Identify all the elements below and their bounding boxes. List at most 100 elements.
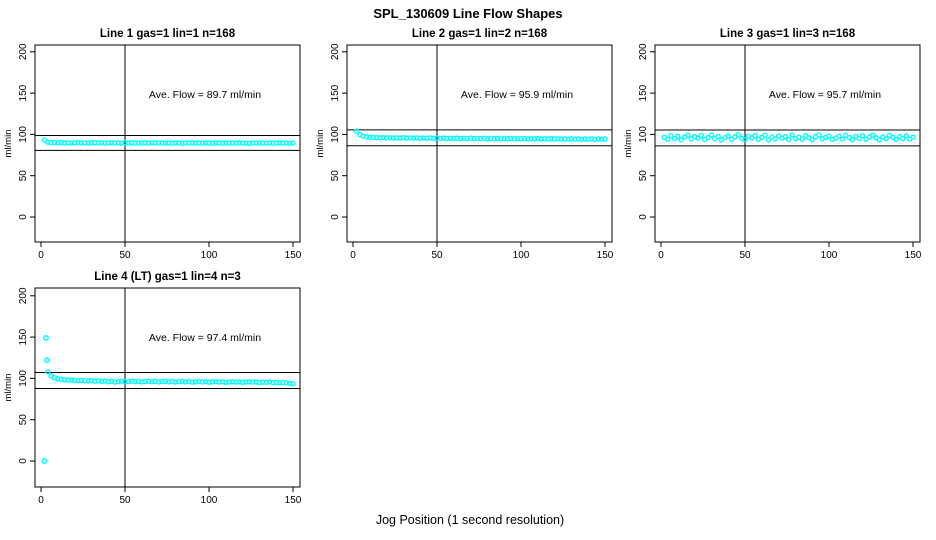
data-point [765,137,772,143]
y-tick-label: 150 [330,84,341,101]
panel-2: 0 50 100 150 0 50 100 150 200 ml/min Line 2 gas=1 … [315,28,614,261]
panels-group: 0 50 100 150 0 50 100 150 200 ml/min Line 1 gas=1 … [3,28,922,506]
data-point [809,137,815,143]
figure-title: SPL_130609 Line Flow Shapes [373,6,562,21]
y-tick-label: 150 [18,84,29,101]
plot-box [346,44,613,243]
data-point [900,135,906,142]
plot-box [654,44,921,243]
data-points [41,334,296,464]
outlier-point [43,357,50,364]
x-tick-label: 150 [597,250,614,261]
data-point [695,135,701,141]
data-point [782,133,789,140]
data-point [708,132,715,138]
outlier-point [43,334,49,341]
data-point [849,136,856,143]
y-tick-label: 0 [330,214,341,220]
y-tick-label: 100 [638,126,649,143]
x-tick-label: 100 [513,250,530,261]
avg-flow-annotation: Ave. Flow = 97.4 ml/min [149,332,261,344]
y-tick-label: 0 [638,214,649,220]
data-point [869,132,876,138]
x-tick-label: 150 [285,250,302,261]
y-tick-label: 200 [330,43,341,60]
y-axis-unit-label: ml/min [3,130,14,158]
x-tick-label: 50 [119,250,131,261]
x-tick-label: 100 [201,250,218,261]
panel-1: 0 50 100 150 0 50 100 150 200 ml/min Line 1 gas=1 … [3,28,302,261]
x-tick-label: 0 [38,495,44,506]
x-tick-label: 150 [905,250,922,261]
x-tick-label: 0 [658,250,664,261]
y-axis-unit-label: ml/min [315,130,326,158]
data-point [290,381,296,387]
plot-box [34,44,301,243]
data-point [752,132,758,139]
y-tick-label: 50 [330,170,341,182]
data-point [893,136,899,143]
x-tick-label: 50 [431,250,443,261]
data-point [903,133,909,139]
y-tick-label: 100 [18,370,29,387]
data-point [836,133,842,139]
data-point [45,369,51,375]
y-tick-label: 100 [18,126,29,143]
data-point [685,132,691,138]
data-points [661,132,916,143]
data-point [742,136,748,143]
data-point [675,133,681,139]
x-tick-label: 150 [285,495,302,506]
y-tick-label: 200 [18,43,29,60]
y-tick-label: 150 [18,328,29,345]
data-point [715,133,721,140]
x-tick-label: 50 [119,495,131,506]
avg-flow-annotation: Ave. Flow = 95.9 ml/min [461,89,573,101]
y-axis-unit-label: ml/min [623,130,634,158]
panel-title: Line 2 gas=1 lin=2 n=168 [412,28,548,40]
y-tick-label: 50 [18,414,29,426]
data-point [785,136,792,143]
x-tick-label: 100 [821,250,838,261]
y-tick-label: 50 [18,170,29,182]
data-point [705,134,711,141]
data-point [789,132,795,138]
data-point [910,134,916,140]
panel-title: Line 4 (LT) gas=1 lin=4 n=3 [94,271,240,283]
y-tick-label: 200 [18,287,29,304]
x-tick-label: 0 [350,250,356,261]
y-tick-label: 0 [18,214,29,220]
data-point [772,136,778,142]
data-point [665,136,671,143]
data-point [826,133,832,139]
plot-box [34,287,301,488]
data-point [883,136,889,142]
x-tick-label: 50 [739,250,751,261]
panel-4: 0 50 100 150 0 50 100 150 200 ml/min Line 4 (LT) g… [3,271,302,506]
data-point [762,132,768,138]
data-points [41,137,296,147]
data-point [725,133,731,139]
y-tick-label: 100 [330,126,341,143]
avg-flow-annotation: Ave. Flow = 95.7 ml/min [769,89,881,101]
y-axis-unit-label: ml/min [3,374,14,402]
data-point [698,132,705,139]
figure-x-axis-label: Jog Position (1 second resolution) [376,513,564,527]
data-point [678,137,684,143]
data-points [353,128,608,143]
outlier-point [41,458,48,464]
panel-title: Line 3 gas=1 lin=3 n=168 [720,28,856,40]
y-tick-label: 0 [18,458,29,464]
avg-flow-annotation: Ave. Flow = 89.7 ml/min [149,89,261,101]
panel-title: Line 1 gas=1 lin=1 n=168 [100,28,236,40]
data-point [856,135,862,142]
data-point [353,128,360,134]
data-point [602,136,608,142]
y-tick-label: 150 [638,84,649,101]
data-point [816,132,822,138]
y-tick-label: 50 [638,170,649,182]
data-point [859,133,866,139]
data-point [668,132,674,139]
x-tick-label: 100 [201,495,218,506]
